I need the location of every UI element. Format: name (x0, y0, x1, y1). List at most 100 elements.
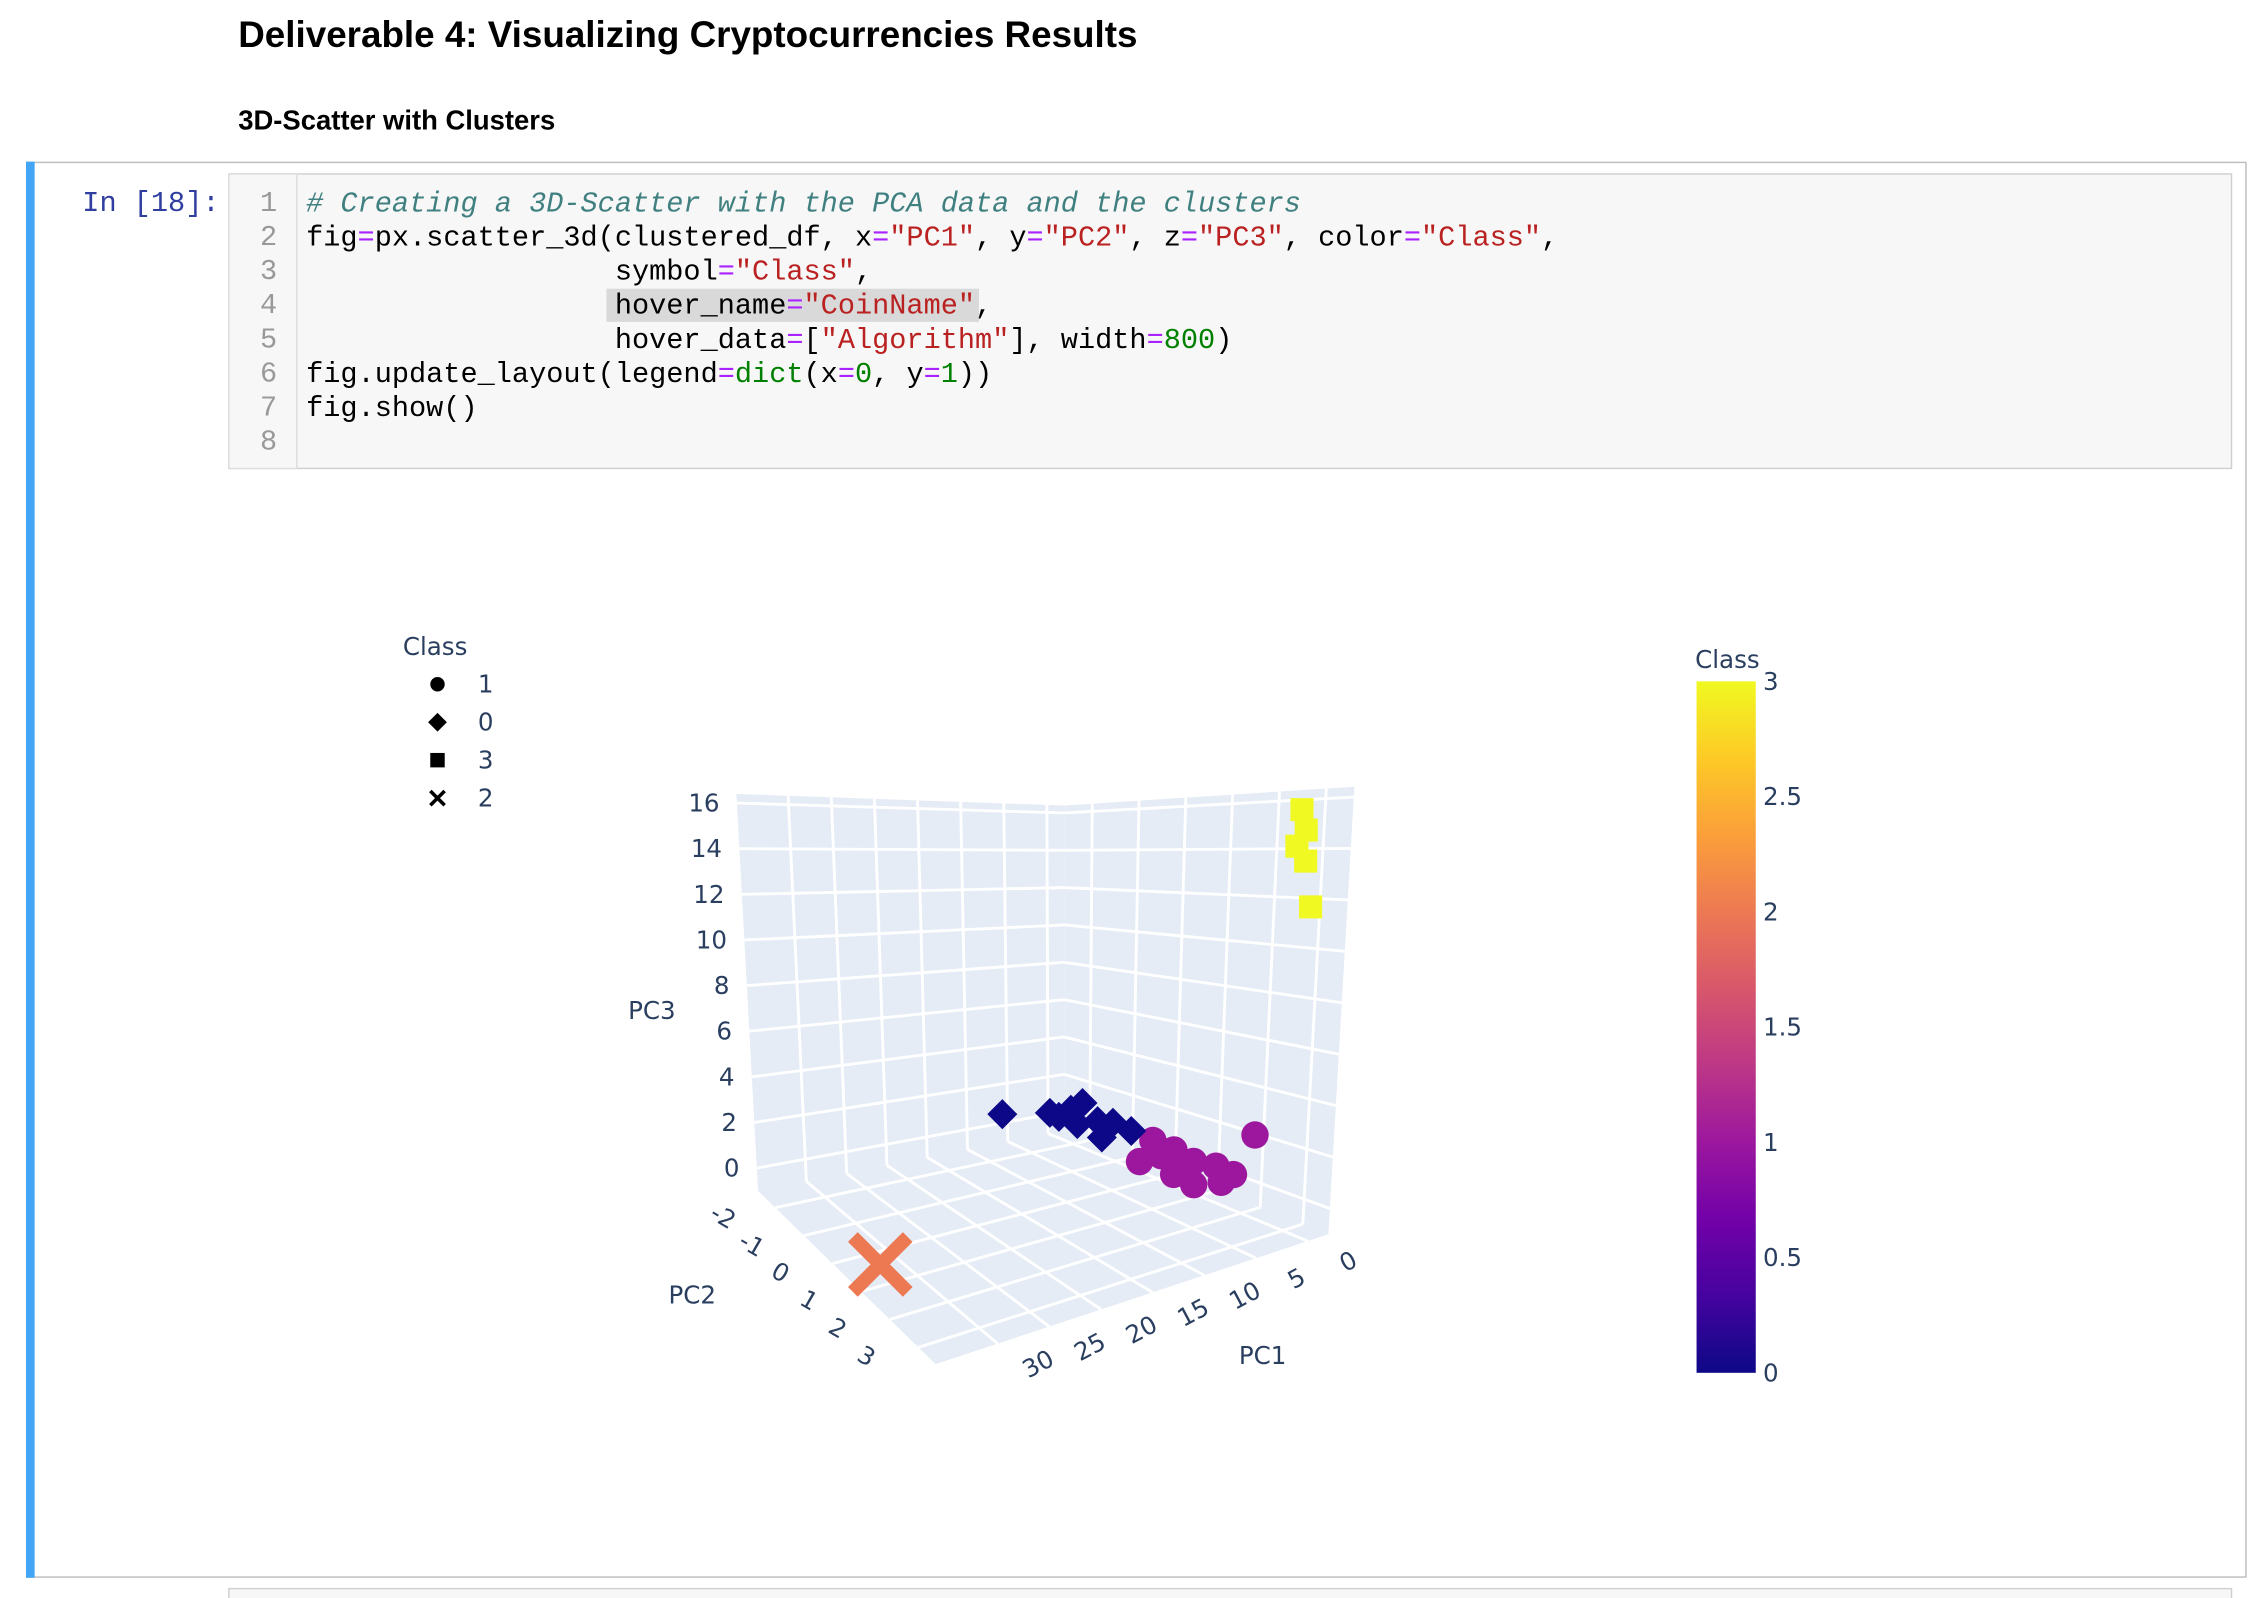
code-token: , (855, 255, 872, 288)
x-axis-title: PC1 (1239, 1341, 1287, 1370)
data-point (1207, 1168, 1235, 1197)
code-token: [ (804, 323, 821, 356)
subheading: 3D-Scatter with Clusters (238, 104, 555, 135)
code-token: dict (735, 357, 804, 390)
z-tick-label: 4 (719, 1062, 735, 1091)
next-cell[interactable] (228, 1587, 2233, 1598)
grid-line (1301, 788, 1328, 1225)
grid-line (774, 1138, 1091, 1210)
line-number: 8 (260, 426, 277, 459)
data-point (1082, 1106, 1113, 1137)
code-token: ], width (1009, 323, 1146, 356)
grid-line (886, 1164, 1102, 1311)
code-token: = (872, 221, 889, 254)
code-token: "PC2" (1044, 221, 1130, 254)
code-token: hover_name (306, 289, 786, 322)
line-number: 2 (260, 221, 277, 254)
code-token: = (1026, 221, 1043, 254)
selection-highlight (606, 288, 979, 322)
code-token: , color (1284, 221, 1404, 254)
code-token: = (924, 357, 941, 390)
legend-label: 0 (478, 708, 494, 737)
code-token: hover_data (306, 323, 786, 356)
grid-line (744, 923, 1065, 942)
code-token: , (1541, 221, 1558, 254)
data-point (1147, 1141, 1175, 1170)
data-point (1294, 849, 1318, 873)
code-token: "Class" (1421, 221, 1541, 254)
grid-line (805, 1180, 999, 1345)
code-line: hover_name="CoinName", (306, 289, 992, 322)
colorbar-tick-label: 2 (1763, 897, 1779, 926)
grid-line (1063, 998, 1340, 1056)
code-token: fig.show() (306, 391, 478, 424)
code-line: # Creating a 3D-Scatter with the PCA dat… (306, 187, 1301, 220)
data-point (1086, 1122, 1117, 1153)
code-token: (x (804, 357, 838, 390)
grid-line (926, 1156, 1154, 1294)
y-axis-title: PC2 (669, 1280, 717, 1309)
legend-symbol (430, 752, 445, 768)
grid-line (803, 1155, 1133, 1238)
code-token: )) (958, 357, 992, 390)
grid-line (889, 1206, 1261, 1321)
code-token: px.scatter_3d(clustered_df, x (375, 221, 872, 254)
data-point (1290, 798, 1314, 822)
colorbar-tick-label: 1 (1763, 1128, 1779, 1157)
data-point (1116, 1115, 1147, 1146)
colorbar-tick-label: 0.5 (1763, 1243, 1802, 1272)
code-token: = (1181, 221, 1198, 254)
data-point (1067, 1088, 1098, 1119)
data-point (1125, 1147, 1154, 1176)
colorbar (1696, 681, 1756, 1373)
code-token: = (1147, 323, 1164, 356)
data-point (1179, 1147, 1208, 1176)
grid-line (1173, 797, 1188, 1174)
code-token: "CoinName" (804, 289, 976, 322)
code-token: , y (975, 221, 1026, 254)
grid-line (1063, 1072, 1334, 1159)
grid-line (916, 800, 929, 1158)
colorbar-tick-label: 3 (1763, 667, 1779, 696)
legend-label: 1 (478, 670, 494, 699)
code-token: = (1404, 221, 1421, 254)
line-number: 3 (260, 255, 277, 288)
colorbar-tick-label: 2.5 (1763, 782, 1802, 811)
code-token: fig (306, 221, 357, 254)
line-number: 4 (260, 289, 277, 322)
code-token: # Creating a 3D-Scatter with the PCA dat… (306, 187, 1301, 220)
code-token: fig.update_layout(legend (306, 357, 718, 390)
grid-line (1216, 794, 1235, 1191)
grid-line (1130, 800, 1141, 1158)
cell-prompt: In [18]: (82, 187, 219, 220)
code-token: 1 (941, 357, 958, 390)
cell-selection-bar (25, 161, 35, 1578)
grid-line (754, 1072, 1065, 1124)
data-point (1062, 1109, 1093, 1140)
grid-line (756, 1110, 1065, 1170)
code-token: , y (872, 357, 923, 390)
legend-symbol (429, 789, 446, 807)
code-token: "PC1" (889, 221, 975, 254)
code-token: 800 (1164, 323, 1215, 356)
colorbar-tick-label: 1.5 (1763, 1013, 1802, 1042)
code-editor[interactable] (228, 173, 2233, 470)
line-number: 1 (260, 187, 277, 220)
code-token: = (718, 255, 735, 288)
z-tick-label: 0 (724, 1154, 740, 1183)
grid-line (786, 795, 808, 1182)
grid-line (1045, 804, 1050, 1134)
code-line: symbol="Class", (306, 255, 872, 288)
code-line: fig.show() (306, 391, 478, 424)
grid-line (746, 960, 1065, 988)
code-token: "Class" (735, 255, 855, 288)
z-tick-label: 2 (721, 1108, 737, 1137)
code-line: fig=px.scatter_3d(clustered_df, x="PC1",… (306, 221, 1558, 254)
line-number: 7 (260, 391, 277, 424)
z-tick-label: 16 (688, 789, 719, 818)
legend-symbol (428, 712, 447, 732)
z-tick-label: 8 (714, 971, 730, 1000)
line-number: 5 (260, 323, 277, 356)
z-axis-title: PC3 (628, 996, 676, 1025)
